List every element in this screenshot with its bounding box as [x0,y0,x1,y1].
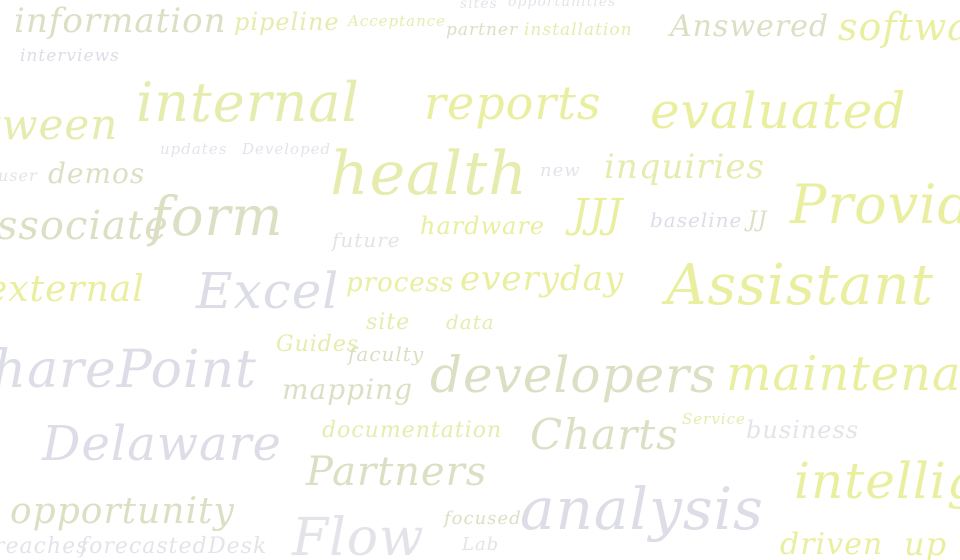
word-partners: Partners [306,449,488,495]
word-faculty: faculty [348,342,425,366]
word-intelligence: intelligence [794,452,960,510]
word-everyday: everyday [460,259,625,299]
word-jjj: JJJ [572,191,624,237]
word-data: data [446,310,495,334]
word-jj: JJ [748,208,768,233]
word-acceptance: Acceptance [348,12,447,30]
word-provide: Provide [790,173,960,236]
word-between: between [0,100,119,149]
word-demos: demos [48,157,146,190]
word-mapping: mapping [282,373,414,406]
word-documentation: documentation [322,418,503,443]
word-answered: Answered [670,9,830,44]
word-delaware: Delaware [42,416,282,472]
word-sharepoint: SharePoint [0,340,257,400]
word-updates: updates [160,140,228,158]
word-developers: developers [430,346,717,404]
word-opportunities: opportunities [508,0,617,10]
word-sites: sites [460,0,498,12]
word-reaches: reaches [0,534,89,559]
word-internal: internal [136,71,360,134]
word-installation: installation [524,20,633,40]
word-future: future [332,228,401,252]
word-pipeline: pipeline [234,8,340,36]
word-user: user [0,166,38,185]
word-developed: Developed [242,140,332,158]
word-charts: Charts [530,410,679,459]
word-reports: reports [424,76,602,130]
word-evaluated: evaluated [650,82,907,140]
word-process: process [346,268,455,298]
word-up: up [904,525,948,560]
word-excel: Excel [196,262,340,320]
word-analysis: analysis [520,475,764,543]
word-new: new [540,160,581,181]
word-inquiries: inquiries [604,147,766,187]
word-opportunity: opportunity [10,491,235,532]
word-maintenance: maintenance [726,346,960,402]
word-associate: associate [0,203,169,249]
word-partner: partner [446,20,519,40]
word-business: business [746,416,860,444]
word-software: software [838,5,960,49]
word-hardware: hardware [420,212,546,240]
word-form: form [150,185,284,248]
word-forecasted: forecasted [80,534,208,559]
word-assistant: Assistant [666,253,935,318]
word-desk: Desk [208,534,268,559]
word-external: external [0,269,145,310]
word-baseline: baseline [650,208,743,232]
word-flow: Flow [292,508,425,560]
word-site: site [366,310,411,335]
word-health: health [330,139,528,209]
word-interviews: interviews [20,46,120,66]
word-service: Service [682,410,746,428]
word-information: information [14,1,227,41]
word-guides: Guides [276,332,360,357]
word-driven: driven [780,527,884,560]
word-focused: focused [444,508,522,529]
word-lab: Lab [462,534,500,555]
